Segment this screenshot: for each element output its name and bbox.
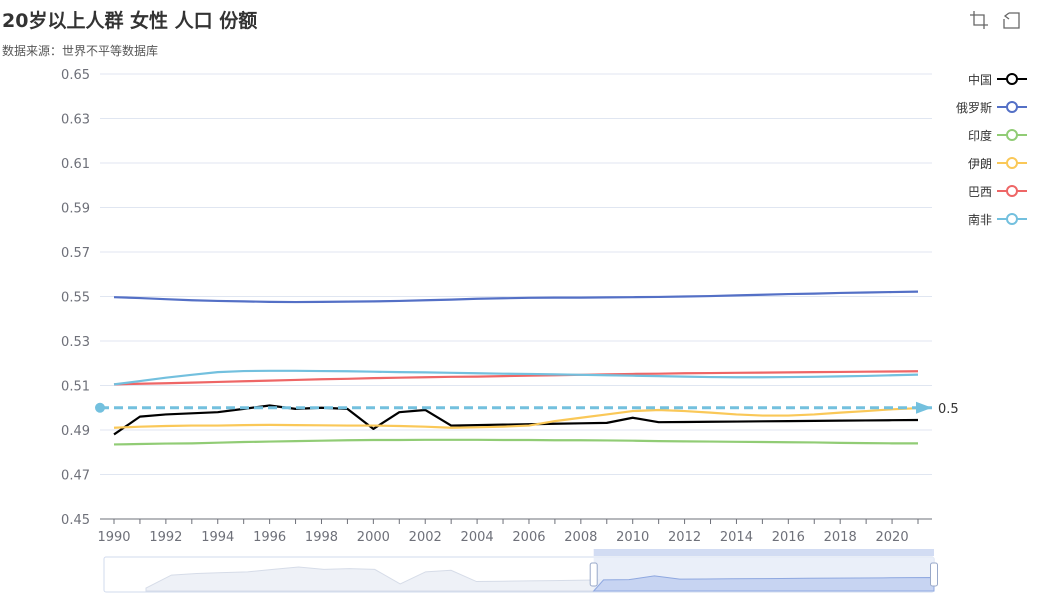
series-lines xyxy=(113,290,919,446)
series-line-俄罗斯[interactable] xyxy=(113,290,919,304)
legend-label: 巴西 xyxy=(967,184,992,199)
legend-label: 印度 xyxy=(967,128,992,143)
y-tick-label: 0.53 xyxy=(61,335,90,350)
markline-label: 0.5 xyxy=(938,402,959,417)
series-line-伊朗[interactable] xyxy=(113,407,919,429)
legend-line-circle-icon xyxy=(997,185,1027,197)
legend-label: 南非 xyxy=(967,212,992,227)
y-tick-label: 0.57 xyxy=(61,246,90,261)
x-tick-label: 1998 xyxy=(305,530,338,545)
legend-line-circle-icon xyxy=(997,101,1027,113)
x-tick-label: 2008 xyxy=(564,530,597,545)
legend-item[interactable]: 中国 xyxy=(956,65,1027,93)
y-tick-label: 0.59 xyxy=(61,202,90,217)
x-tick-label: 2002 xyxy=(409,530,442,545)
y-tick-label: 0.51 xyxy=(61,380,90,395)
x-tick-label: 2016 xyxy=(772,530,805,545)
zoom-icon[interactable] xyxy=(969,10,989,30)
legend-line-circle-icon xyxy=(997,157,1027,169)
x-tick-label: 1992 xyxy=(149,530,182,545)
axes: 0.45 0.47 0.49 0.51 0.53 0.55 0.57 0.59 0.61 0.63… xyxy=(61,68,932,545)
x-tick-label: 2020 xyxy=(876,530,909,545)
legend-item[interactable]: 俄罗斯 xyxy=(956,93,1027,121)
markline-start-point xyxy=(95,402,105,413)
mark-line: 0.5 xyxy=(95,401,959,417)
legend-item[interactable]: 巴西 xyxy=(956,177,1027,205)
legend-item[interactable]: 印度 xyxy=(956,121,1027,149)
toolbox xyxy=(969,10,1021,30)
legend-line-circle-icon xyxy=(997,73,1027,85)
x-tick-label: 1994 xyxy=(201,530,234,545)
datazoom-start-handle[interactable] xyxy=(589,562,598,587)
series-line-南非[interactable] xyxy=(113,369,919,386)
markline-end-arrow xyxy=(916,401,932,414)
x-tick-label: 2010 xyxy=(616,530,649,545)
x-tick-label: 2006 xyxy=(512,530,545,545)
legend: 中国俄罗斯印度伊朗巴西南非 xyxy=(956,65,1027,233)
chart-title: 20岁以上人群 女性 人口 份额 xyxy=(2,10,258,32)
x-tick-label: 2004 xyxy=(461,530,494,545)
datazoom-end-handle[interactable] xyxy=(930,562,938,587)
legend-label: 伊朗 xyxy=(967,156,992,171)
y-tick-label: 0.45 xyxy=(61,513,90,528)
x-tick-label: 1990 xyxy=(97,530,130,545)
y-tick-label: 0.65 xyxy=(61,68,90,83)
legend-label: 俄罗斯 xyxy=(955,100,992,115)
chart-subtitle: 数据来源：世界不平等数据库 xyxy=(2,44,159,58)
datazoom-selected-preview xyxy=(592,575,935,592)
series-line-巴西[interactable] xyxy=(113,370,919,386)
y-tick-label: 0.55 xyxy=(61,291,90,306)
y-tick-label: 0.61 xyxy=(61,157,90,172)
legend-line-circle-icon xyxy=(997,129,1027,141)
datazoom-move-handle[interactable] xyxy=(593,549,934,556)
grid-lines xyxy=(100,73,932,520)
y-tick-label: 0.47 xyxy=(61,469,90,484)
y-tick-label: 0.49 xyxy=(61,424,90,439)
data-zoom-slider xyxy=(103,549,938,593)
legend-item[interactable]: 伊朗 xyxy=(956,149,1027,177)
x-tick-label: 2014 xyxy=(720,530,753,545)
x-tick-label: 2012 xyxy=(668,530,701,545)
series-line-印度[interactable] xyxy=(113,438,918,446)
y-tick-label: 0.63 xyxy=(61,113,90,128)
x-tick-label: 1996 xyxy=(253,530,286,545)
legend-line-circle-icon xyxy=(997,213,1027,225)
legend-label: 中国 xyxy=(967,72,992,87)
zoom-reset-icon[interactable] xyxy=(1001,10,1021,30)
x-tick-label: 2000 xyxy=(357,530,390,545)
x-tick-label: 2018 xyxy=(824,530,857,545)
legend-item[interactable]: 南非 xyxy=(956,205,1027,233)
